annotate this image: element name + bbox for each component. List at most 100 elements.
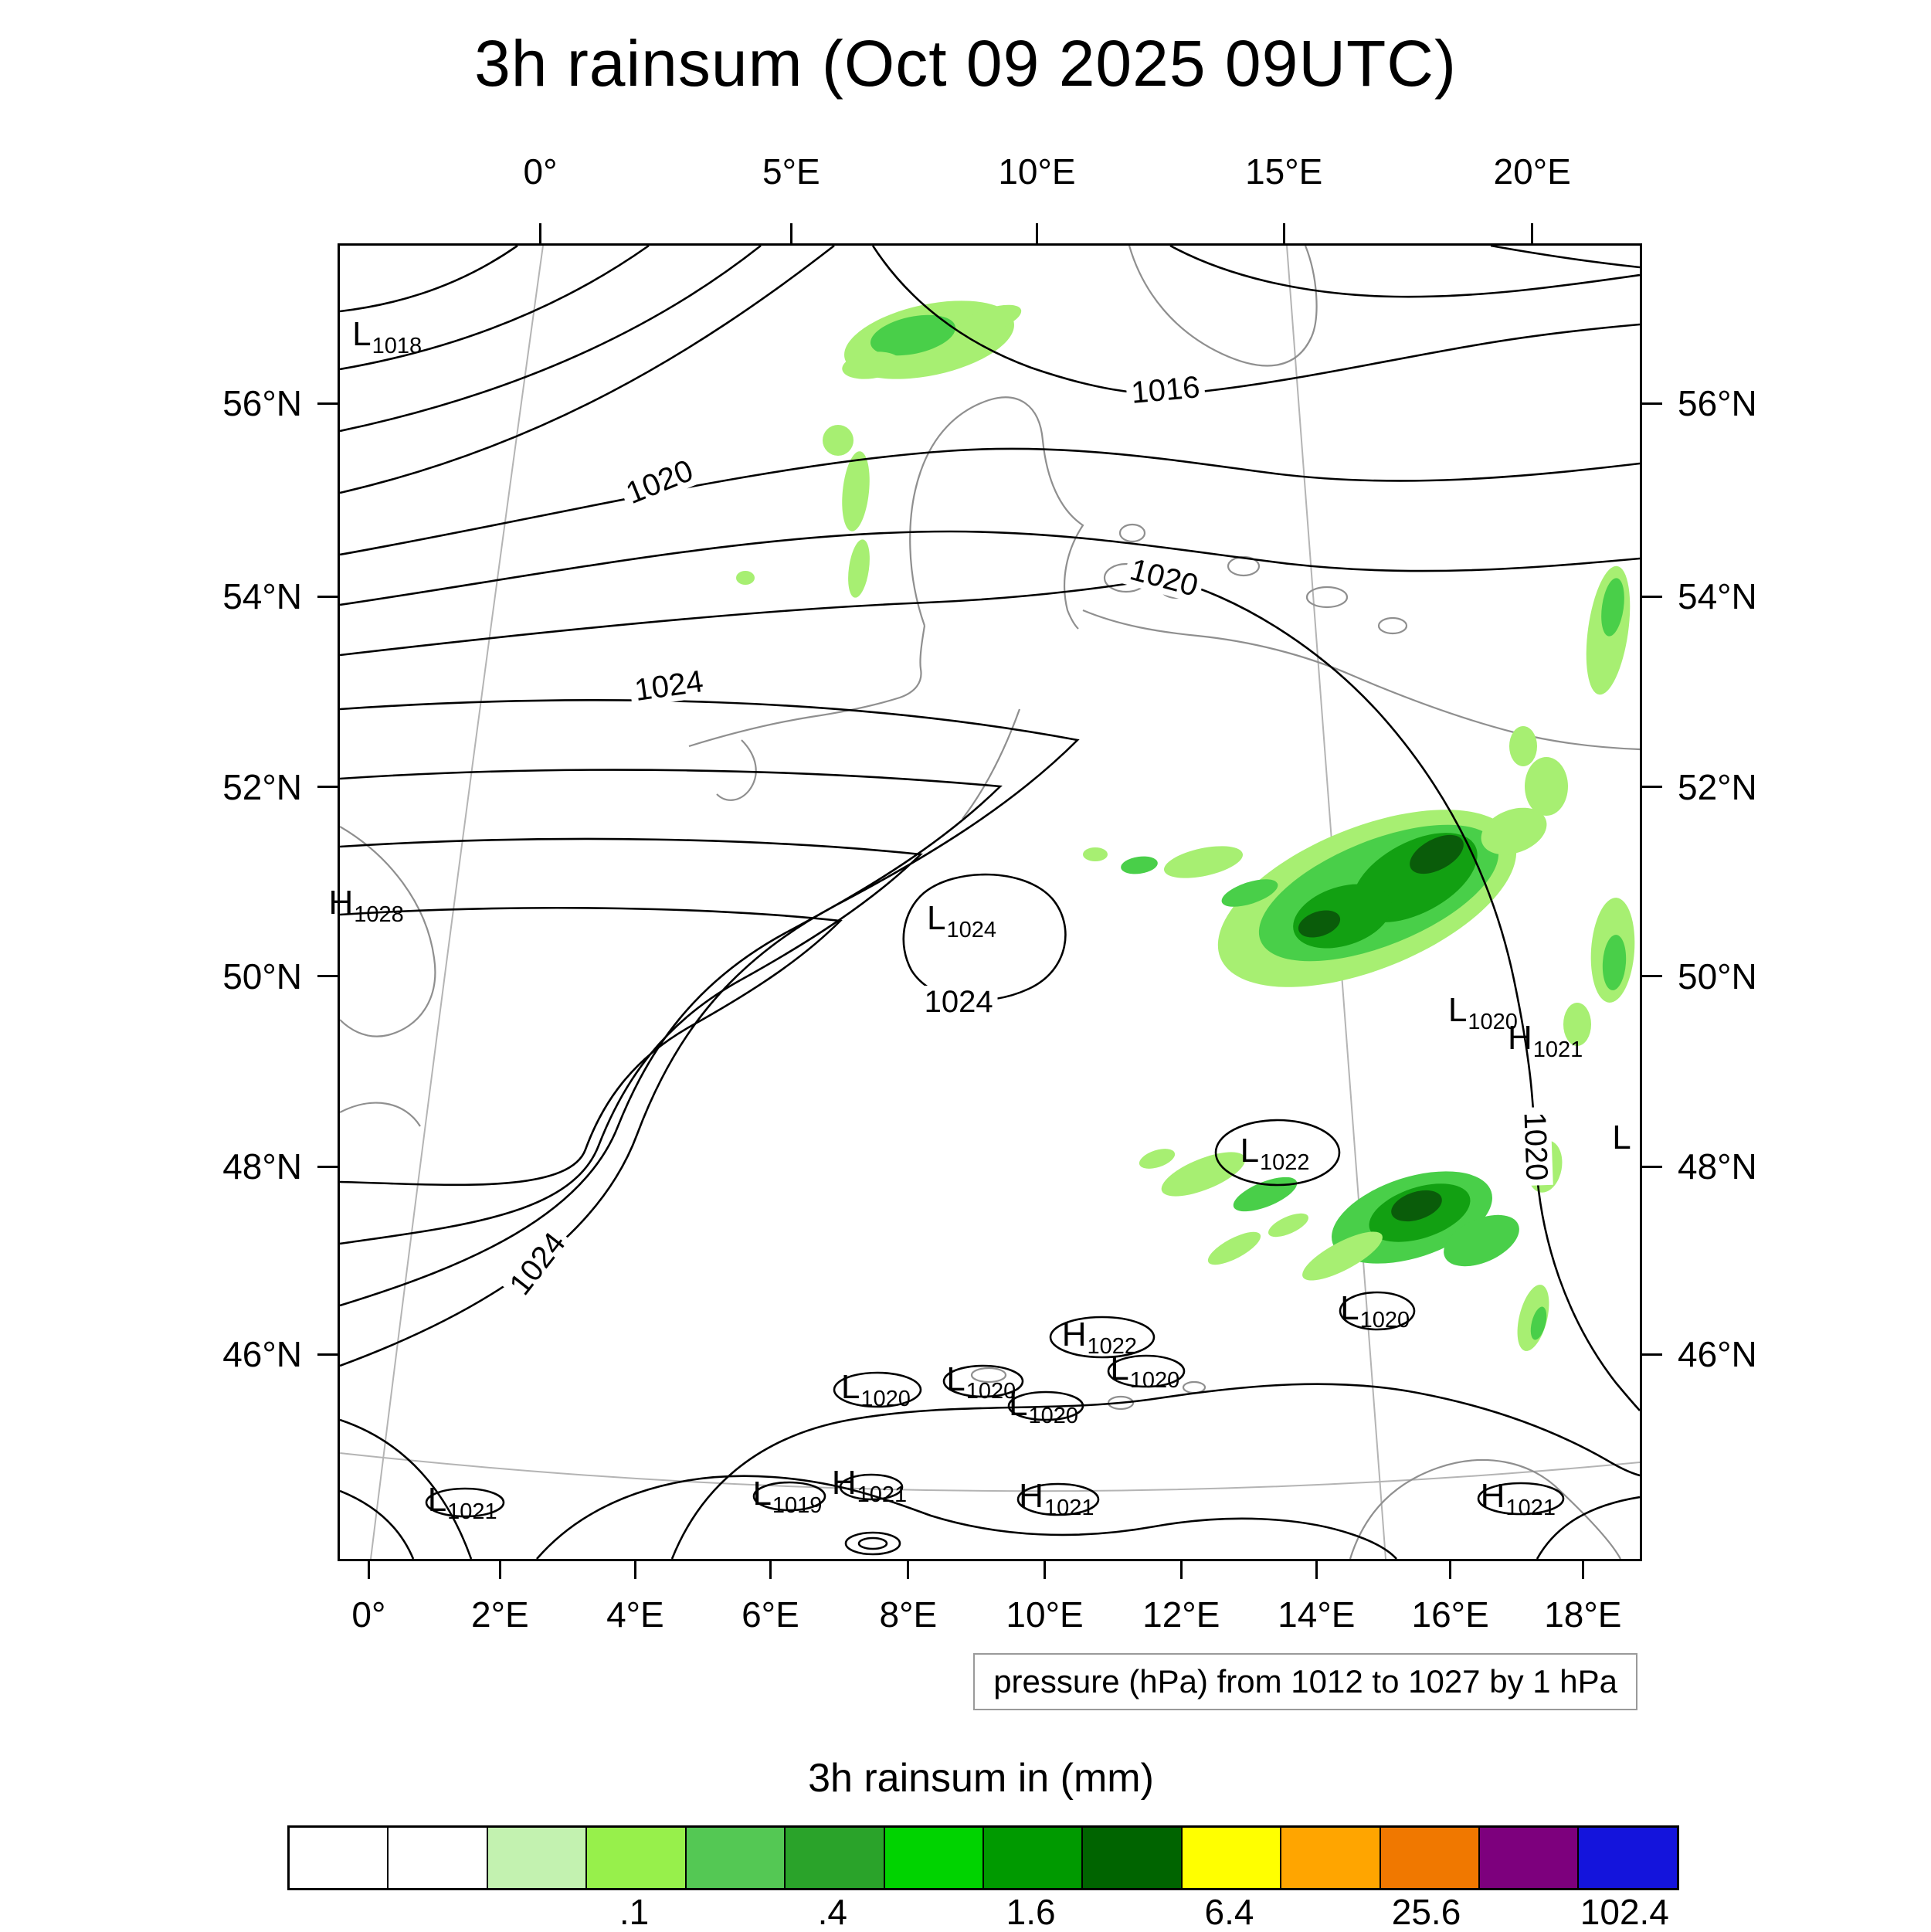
- axis-label-top: 10°E: [998, 151, 1076, 192]
- isobar-path: [340, 246, 762, 433]
- coastline-path: [962, 708, 1021, 820]
- precip-cell: [1163, 846, 1244, 878]
- precip-cell: [823, 425, 854, 456]
- precip-cell: [1083, 847, 1108, 861]
- coastline-path: [1349, 1458, 1621, 1559]
- axis-label-right: 48°N: [1678, 1146, 1757, 1187]
- axis-tick-bottom: [1449, 1559, 1452, 1579]
- isobar-path: [425, 1487, 505, 1518]
- coastline-path: [909, 396, 1084, 630]
- axis-tick-left: [317, 595, 338, 598]
- axis-label-bottom: 18°E: [1544, 1594, 1622, 1635]
- colorbar-tick-label: 1.6: [1006, 1892, 1056, 1932]
- colorbar-segment: [387, 1828, 487, 1888]
- isobar-path: [1339, 1291, 1416, 1331]
- coastline-path: [1082, 609, 1640, 751]
- precip-cell: [1601, 578, 1624, 637]
- isobar-path: [340, 530, 1640, 606]
- isobar-path: [340, 1489, 415, 1559]
- precip-cell: [959, 304, 1022, 335]
- precip-cell: [736, 571, 755, 585]
- precip-cell: [1207, 1231, 1261, 1265]
- isobar-path: [340, 447, 1640, 556]
- precip-cell: [1525, 757, 1568, 816]
- isobar-path: [942, 1364, 1024, 1398]
- colorbar: [287, 1825, 1679, 1890]
- coastline-path: [1103, 562, 1149, 593]
- precip-cell: [1481, 807, 1547, 855]
- precip-cell: [1527, 1140, 1563, 1193]
- precip-cell: [1221, 879, 1278, 907]
- isobar-path: [1490, 246, 1640, 269]
- axis-label-bottom: 16°E: [1411, 1594, 1489, 1635]
- pressure-note: pressure (hPa) from 1012 to 1027 by 1 hP…: [973, 1653, 1637, 1710]
- axis-label-left: 54°N: [222, 576, 302, 617]
- isobar-path: [670, 1383, 1640, 1559]
- axis-tick-top: [1531, 223, 1534, 243]
- axis-label-right: 56°N: [1678, 383, 1757, 424]
- isobar-path: [752, 1481, 826, 1512]
- axis-label-right: 54°N: [1678, 576, 1757, 617]
- precip-cell: [1563, 1003, 1591, 1046]
- axis-label-left: 56°N: [222, 383, 302, 424]
- isobar-path: [340, 906, 843, 1187]
- coastline-path: [1159, 575, 1193, 599]
- isobar-path: [1477, 1482, 1565, 1516]
- isobar-path: [1214, 1119, 1341, 1187]
- precip-cell: [1530, 1306, 1547, 1340]
- axis-tick-left: [317, 402, 338, 405]
- isobar-path: [1107, 1354, 1186, 1388]
- axis-tick-top: [1035, 223, 1038, 243]
- axis-tick-bottom: [367, 1559, 370, 1579]
- isobar-path: [1169, 246, 1640, 298]
- map-svg: [340, 246, 1640, 1559]
- isobar-path: [536, 1475, 1397, 1559]
- colorbar-segment: [684, 1828, 785, 1888]
- coastline-path: [1118, 523, 1146, 543]
- axis-tick-right: [1642, 1165, 1662, 1168]
- axis-tick-bottom: [907, 1559, 910, 1579]
- isobar-path: [340, 246, 518, 313]
- axis-label-bottom: 6°E: [742, 1594, 799, 1635]
- axis-tick-right: [1642, 1353, 1662, 1356]
- axis-tick-bottom: [1044, 1559, 1047, 1579]
- precipitation-layer: [736, 300, 1635, 1351]
- axis-tick-bottom: [1179, 1559, 1183, 1579]
- coastline-path: [1227, 555, 1261, 577]
- axis-tick-top: [789, 223, 792, 243]
- coastline-path: [1128, 246, 1318, 367]
- map-panel: L1018 H1028 L1024 L1020 H1021 L1022 L1020 H1022…: [329, 243, 1642, 1561]
- colorbar-tick-label: .1: [619, 1892, 650, 1932]
- colorbar-segment: [982, 1828, 1082, 1888]
- isobar-contours: [340, 246, 1640, 1559]
- axis-label-bottom: 10°E: [1006, 1594, 1084, 1635]
- coastline-path: [716, 739, 757, 801]
- precip-cell: [1298, 910, 1341, 938]
- colorbar-segment: [1180, 1828, 1281, 1888]
- isobar-path: [340, 769, 1003, 1307]
- precip-cell: [1509, 726, 1537, 766]
- axis-tick-left: [317, 1165, 338, 1168]
- coastline-path: [1107, 1395, 1135, 1411]
- axis-label-right: 52°N: [1678, 766, 1757, 807]
- isobar-path: [857, 1536, 888, 1550]
- colorbar-tick-label: 6.4: [1204, 1892, 1254, 1932]
- axis-label-top: 0°: [523, 151, 558, 192]
- precip-cell: [842, 351, 901, 379]
- colorbar-segment: [1280, 1828, 1380, 1888]
- axis-tick-bottom: [498, 1559, 501, 1579]
- colorbar-segment: [1379, 1828, 1479, 1888]
- isobar-path: [1049, 1316, 1156, 1359]
- axis-label-left: 52°N: [222, 766, 302, 807]
- axis-label-bottom: 2°E: [471, 1594, 529, 1635]
- graticule-line: [370, 246, 544, 1559]
- precip-cell: [1139, 1149, 1176, 1169]
- axis-label-bottom: 8°E: [879, 1594, 938, 1635]
- axis-label-top: 5°E: [762, 151, 820, 192]
- isobar-path: [1016, 1482, 1100, 1516]
- colorbar-segment: [1478, 1828, 1578, 1888]
- axis-label-right: 46°N: [1678, 1334, 1757, 1375]
- coastline-path: [340, 1102, 421, 1127]
- axis-label-top: 20°E: [1493, 151, 1571, 192]
- colorbar-segment: [290, 1828, 388, 1888]
